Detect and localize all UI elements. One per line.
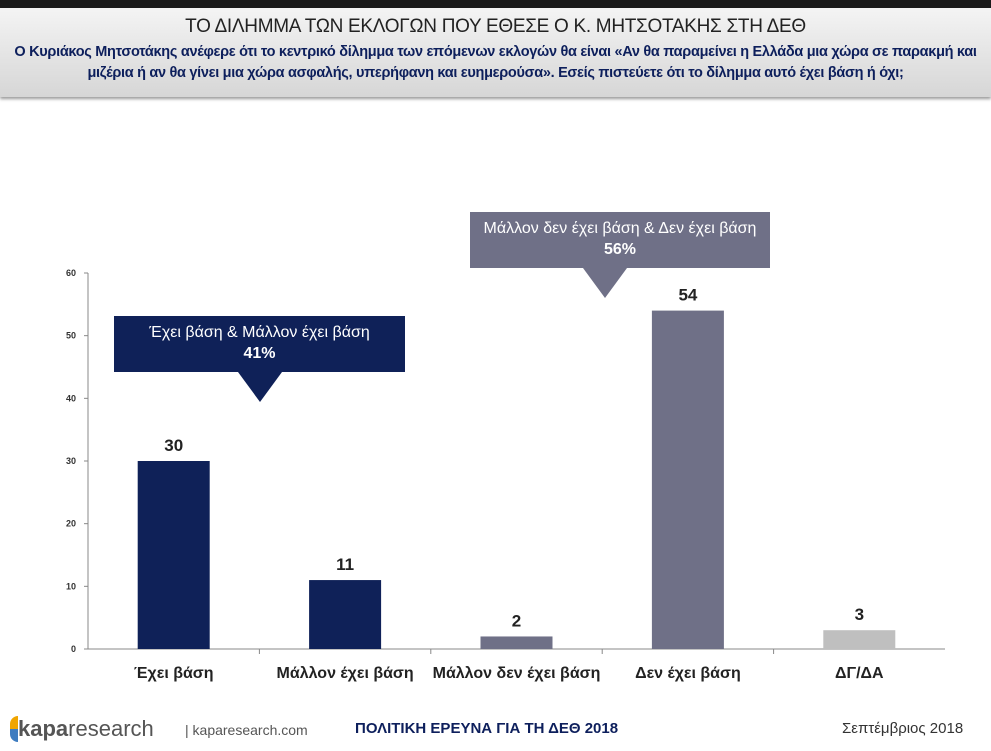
bar xyxy=(823,630,896,649)
site-link[interactable]: kaparesearch.com xyxy=(192,722,308,738)
x-tick-label: Μάλλον έχει βάση xyxy=(277,665,414,682)
callout-negative: Μάλλον δεν έχει βάση & Δεν έχει βάση 56% xyxy=(470,212,770,268)
footer: kaparesearch | kaparesearch.com ΠΟΛΙΤΙΚΗ… xyxy=(0,716,991,746)
bar xyxy=(137,461,210,649)
callout-value: 41% xyxy=(243,345,276,362)
header: ΤΟ ΔΙΛΗΜΜΑ ΤΩΝ ΕΚΛΟΓΩΝ ΠΟΥ ΕΘΕΣΕ Ο Κ. ΜΗ… xyxy=(0,0,991,97)
callout-box xyxy=(470,212,770,268)
bar xyxy=(651,310,724,649)
data-label: 3 xyxy=(855,605,864,624)
y-tick-label: 30 xyxy=(66,456,76,466)
data-label: 54 xyxy=(678,286,697,305)
x-tick-label: ΔΓ/ΔΑ xyxy=(835,665,884,682)
y-tick-label: 50 xyxy=(66,331,76,341)
callout-arrow xyxy=(583,268,627,298)
x-tick-label: Μάλλον δεν έχει βάση xyxy=(433,665,601,682)
question-text: Ο Κυριάκος Μητσοτάκης ανέφερε ότι το κεν… xyxy=(14,44,977,81)
y-tick-label: 60 xyxy=(66,268,76,278)
y-tick-label: 0 xyxy=(71,644,76,654)
y-tick-label: 10 xyxy=(66,581,76,591)
x-tick-label: Δεν έχει βάση xyxy=(635,665,741,682)
x-tick-label: Έχει βάση xyxy=(134,665,214,682)
footer-date: Σεπτέμβριος 2018 xyxy=(842,720,964,737)
bar xyxy=(309,580,382,649)
bar xyxy=(480,636,553,649)
callout-label: Μάλλον δεν έχει βάση & Δεν έχει βάση xyxy=(483,220,757,237)
y-tick-label: 40 xyxy=(66,393,76,403)
callout-label: Έχει βάση & Μάλλον έχει βάση xyxy=(149,324,370,341)
callout-value: 56% xyxy=(603,241,637,258)
data-label: 30 xyxy=(164,436,183,455)
y-tick-label: 20 xyxy=(66,519,76,529)
callout-positive: Έχει βάση & Μάλλον έχει βάση 41% xyxy=(114,316,405,372)
data-label: 11 xyxy=(336,555,354,574)
footer-title: ΠΟΛΙΤΙΚΗ ΕΡΕΥΝΑ ΓΙΑ ΤΗ ΔΕΘ 2018 xyxy=(355,720,619,737)
kapa-logo: kaparesearch xyxy=(10,716,154,742)
page-title: ΤΟ ΔΙΛΗΜΜΑ ΤΩΝ ΕΚΛΟΓΩΝ ΠΟΥ ΕΘΕΣΕ Ο Κ. ΜΗ… xyxy=(185,16,806,37)
callout-box xyxy=(114,316,405,372)
callout-arrow xyxy=(238,372,282,402)
data-label: 2 xyxy=(512,611,521,630)
